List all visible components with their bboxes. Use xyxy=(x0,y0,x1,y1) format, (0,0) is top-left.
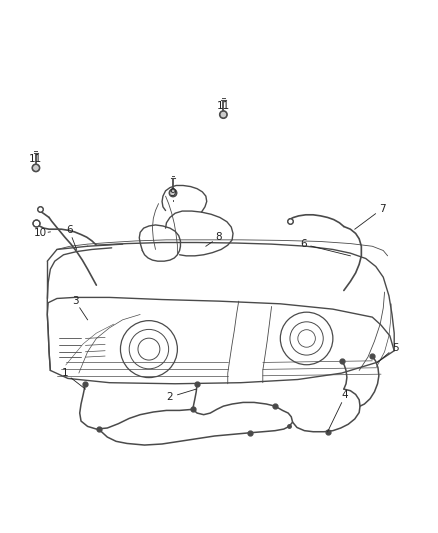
Text: 11: 11 xyxy=(217,101,230,110)
Text: 1: 1 xyxy=(61,368,68,378)
Text: 11: 11 xyxy=(29,154,42,164)
Text: 6: 6 xyxy=(300,239,307,249)
Text: 2: 2 xyxy=(166,392,173,402)
Text: 5: 5 xyxy=(392,343,399,352)
Text: 7: 7 xyxy=(378,204,385,214)
Text: 10: 10 xyxy=(34,229,47,238)
Text: 3: 3 xyxy=(72,296,79,306)
Circle shape xyxy=(32,165,39,171)
Circle shape xyxy=(170,190,177,196)
Text: 9: 9 xyxy=(170,188,177,198)
Text: 4: 4 xyxy=(342,391,349,400)
Text: 6: 6 xyxy=(66,225,73,235)
Text: 8: 8 xyxy=(215,232,223,242)
Circle shape xyxy=(220,111,227,118)
